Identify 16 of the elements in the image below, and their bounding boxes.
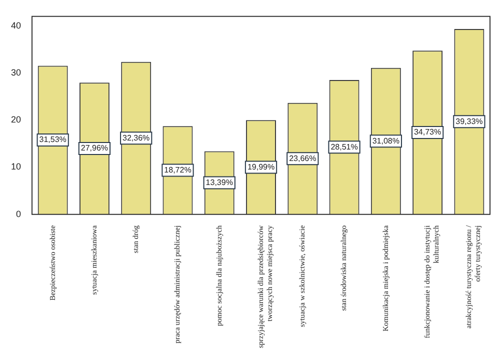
data-label: 19,99% [247, 162, 275, 172]
data-label: 39,33% [456, 116, 483, 126]
data-label: 13,39% [206, 178, 233, 187]
data-label: 27,96% [80, 144, 108, 153]
data-label: 31,08% [372, 136, 400, 146]
y-tick-label: 40 [10, 20, 22, 30]
y-tick-label: 10 [10, 162, 22, 172]
y-tick-label: 0 [16, 208, 22, 219]
y-tick-label: 30 [10, 67, 22, 78]
data-label: 34,73% [414, 128, 442, 137]
data-label: 32,36% [122, 133, 150, 142]
data-label: 28,51% [330, 142, 358, 152]
data-label: 18,72% [164, 165, 192, 174]
data-label: 23,66% [289, 154, 316, 163]
y-tick-label: 20 [10, 114, 22, 125]
data-label: 31,53% [39, 135, 66, 144]
